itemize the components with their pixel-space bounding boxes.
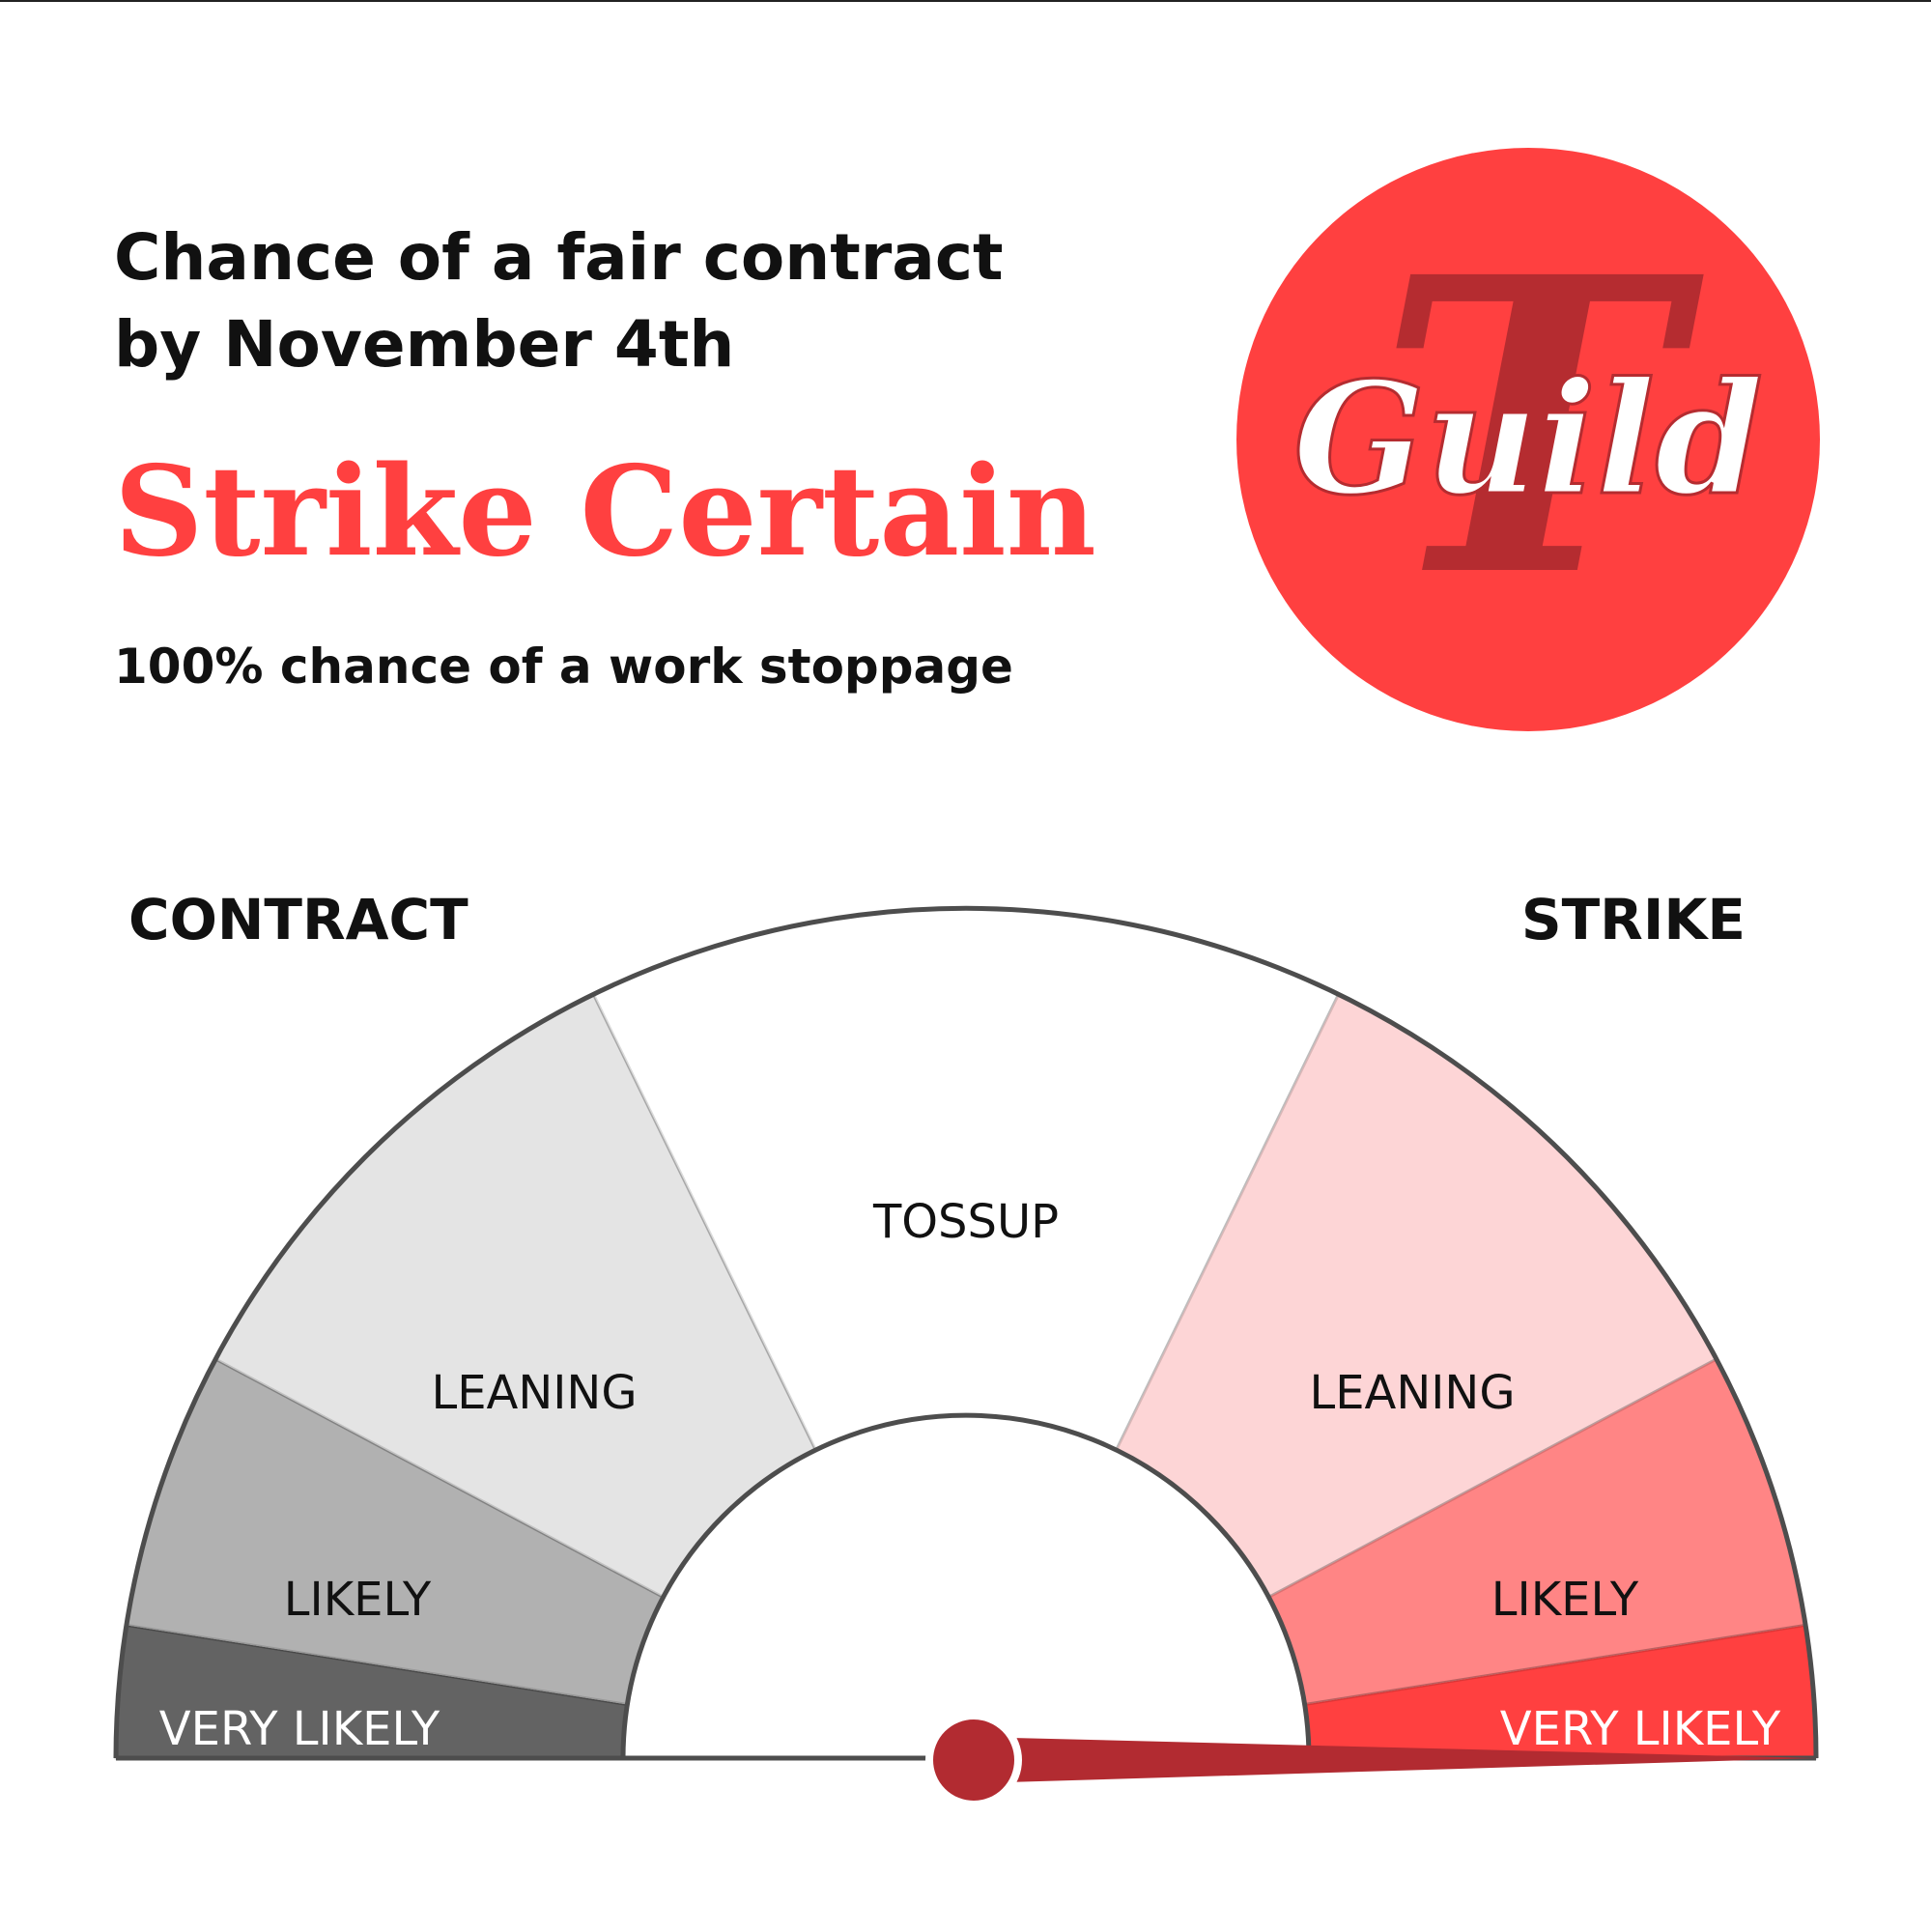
band-label-neutral-tossup: TOSSUP	[872, 1195, 1059, 1249]
gauge-needle-pointer	[974, 1737, 1816, 1783]
contract-end-label: CONTRACT	[128, 887, 469, 952]
chart-title-line-1: Chance of a fair contract	[114, 220, 1004, 295]
chart-title-line-2: by November 4th	[114, 307, 735, 382]
probability-subtitle: 100% chance of a work stoppage	[114, 639, 1013, 695]
strike-end-label: STRIKE	[1521, 887, 1746, 952]
gauge-band-labels: VERY LIKELY LIKELY LEANING TOSSUP LEANING LIK…	[159, 1195, 1781, 1756]
band-label-strike-very-likely: VERY LIKELY	[1500, 1702, 1781, 1756]
band-label-contract-very-likely: VERY LIKELY	[159, 1702, 440, 1756]
band-label-contract-likely: LIKELY	[284, 1573, 432, 1627]
gauge-needle	[925, 1712, 1816, 1808]
band-label-strike-likely: LIKELY	[1491, 1573, 1639, 1627]
logo-circle	[1236, 148, 1820, 731]
band-label-contract-leaning: LEANING	[431, 1366, 637, 1420]
guild-logo: T Guild	[1236, 148, 1820, 731]
logo-initial-mark: T	[1377, 190, 1707, 667]
chart-title: Chance of a fair contract by November 4t…	[114, 214, 1177, 388]
verdict-headline: Strike Certain	[114, 440, 1096, 584]
logo-wordmark: Guild	[1293, 348, 1763, 529]
top-rule	[0, 0, 1931, 2]
gauge-inner-arc	[620, 1412, 1312, 1759]
band-label-strike-leaning: LEANING	[1309, 1366, 1515, 1420]
gauge-outer-arc	[113, 905, 1819, 1759]
gauge-needle-hub	[925, 1712, 1022, 1808]
